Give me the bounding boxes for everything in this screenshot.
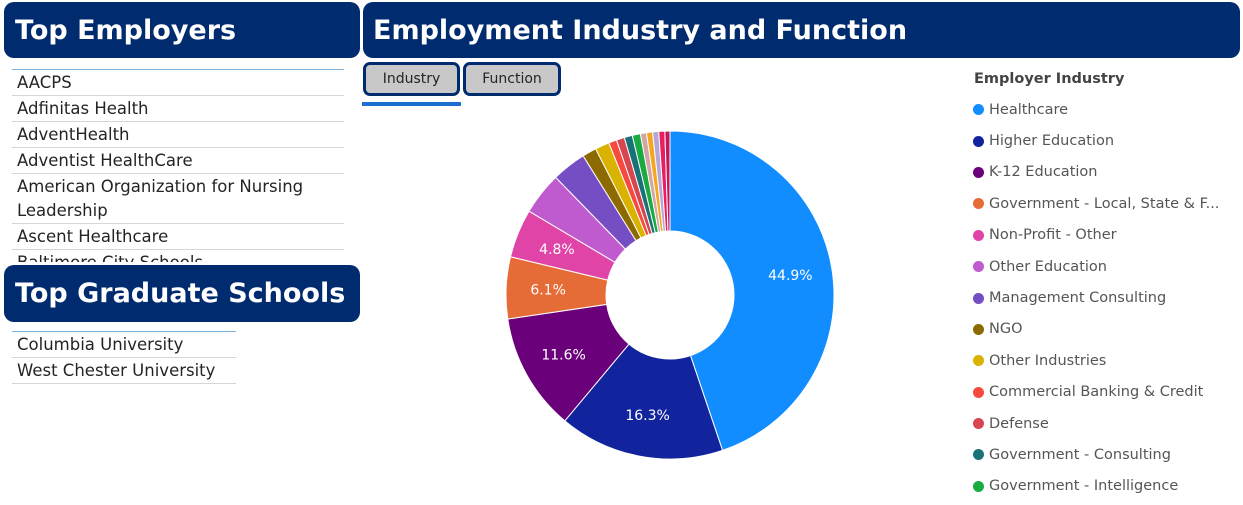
- legend-label: Defense: [989, 415, 1049, 432]
- employer-list-item[interactable]: AdventHealth: [12, 122, 344, 148]
- legend-item[interactable]: Healthcare: [973, 94, 1241, 125]
- graduate-school-list-item[interactable]: West Chester University: [12, 358, 236, 384]
- legend-color-marker: [973, 323, 984, 335]
- legend-color-marker: [973, 104, 984, 116]
- legend-label: Healthcare: [989, 101, 1069, 118]
- legend-item[interactable]: Government - Intelligence: [973, 471, 1241, 502]
- legend-color-marker: [973, 355, 984, 367]
- top-graduate-schools-title: Top Graduate Schools: [4, 265, 360, 322]
- legend-item[interactable]: Non-Profit - Other: [973, 220, 1241, 251]
- legend-label: Commercial Banking & Credit: [989, 384, 1204, 401]
- legend-label: Management Consulting: [989, 290, 1167, 307]
- slice-data-label: 6.1%: [530, 283, 566, 299]
- legend-label: Higher Education: [989, 133, 1115, 150]
- legend-item[interactable]: Management Consulting: [973, 282, 1241, 313]
- donut-slice[interactable]: [564, 343, 724, 460]
- legend-label: K-12 Education: [989, 164, 1098, 181]
- legend-item[interactable]: Commercial Banking & Credit: [973, 377, 1241, 408]
- slice-data-label: 4.8%: [539, 242, 575, 258]
- donut-slice[interactable]: [669, 130, 835, 451]
- legend-item[interactable]: Higher Education: [973, 125, 1241, 156]
- donut-slice[interactable]: [664, 130, 671, 232]
- legend-color-marker: [973, 198, 984, 210]
- graduate-schools-list[interactable]: Columbia University West Chester Universi…: [12, 331, 236, 392]
- legend-color-marker: [973, 229, 984, 241]
- slice-data-label: 11.6%: [541, 348, 585, 364]
- legend-item[interactable]: K-12 Education: [973, 157, 1241, 188]
- employer-list-item[interactable]: Ascent Healthcare: [12, 224, 344, 250]
- slice-data-label: 16.3%: [625, 408, 669, 424]
- legend-label: NGO: [989, 321, 1023, 338]
- legend-color-marker: [973, 449, 984, 461]
- top-employers-title: Top Employers: [4, 2, 360, 58]
- chart-legend: Employer Industry Healthcare Higher Educa…: [973, 68, 1241, 502]
- employer-list-item[interactable]: AACPS: [12, 70, 344, 96]
- legend-label: Other Industries: [989, 352, 1107, 369]
- employer-list-item[interactable]: Adfinitas Health: [12, 96, 344, 122]
- employers-list[interactable]: AACPS Adfinitas Health AdventHealth Adventi…: [12, 69, 344, 262]
- legend-item[interactable]: Other Industries: [973, 345, 1241, 376]
- legend-item[interactable]: Government - Consulting: [973, 439, 1241, 470]
- legend-label: Government - Local, State & F...: [989, 195, 1220, 212]
- legend-color-marker: [973, 261, 984, 273]
- employer-list-item[interactable]: American Organization for Nursing Leader…: [12, 174, 344, 224]
- legend-color-marker: [973, 386, 984, 398]
- employer-list-item[interactable]: Adventist HealthCare: [12, 148, 344, 174]
- legend-color-marker: [973, 166, 984, 178]
- legend-label: Other Education: [989, 258, 1107, 275]
- legend-label: Non-Profit - Other: [989, 227, 1117, 244]
- graduate-school-list-item[interactable]: Columbia University: [12, 332, 236, 358]
- legend-item[interactable]: Other Education: [973, 251, 1241, 282]
- industry-donut-chart[interactable]: 44.9% 16.3% 11.6% 6.1% 4.8%: [480, 120, 860, 480]
- legend-label: Government - Consulting: [989, 446, 1171, 463]
- tab-industry[interactable]: Industry: [363, 62, 460, 96]
- legend-color-marker: [973, 292, 984, 304]
- donut-slice[interactable]: [507, 303, 630, 422]
- legend-item[interactable]: Defense: [973, 408, 1241, 439]
- employment-industry-title: Employment Industry and Function: [363, 2, 1240, 58]
- legend-label: Government - Intelligence: [989, 478, 1179, 495]
- legend-item[interactable]: Government - Local, State & F...: [973, 188, 1241, 219]
- legend-item[interactable]: NGO: [973, 314, 1241, 345]
- slice-data-label: 44.9%: [768, 268, 812, 284]
- active-tab-indicator: [362, 102, 461, 106]
- tab-function[interactable]: Function: [463, 62, 561, 96]
- legend-color-marker: [973, 135, 984, 147]
- legend-color-marker: [973, 418, 984, 430]
- employer-list-item[interactable]: Baltimore City Schools: [12, 250, 344, 262]
- legend-title: Employer Industry: [974, 71, 1125, 87]
- legend-color-marker: [973, 480, 984, 492]
